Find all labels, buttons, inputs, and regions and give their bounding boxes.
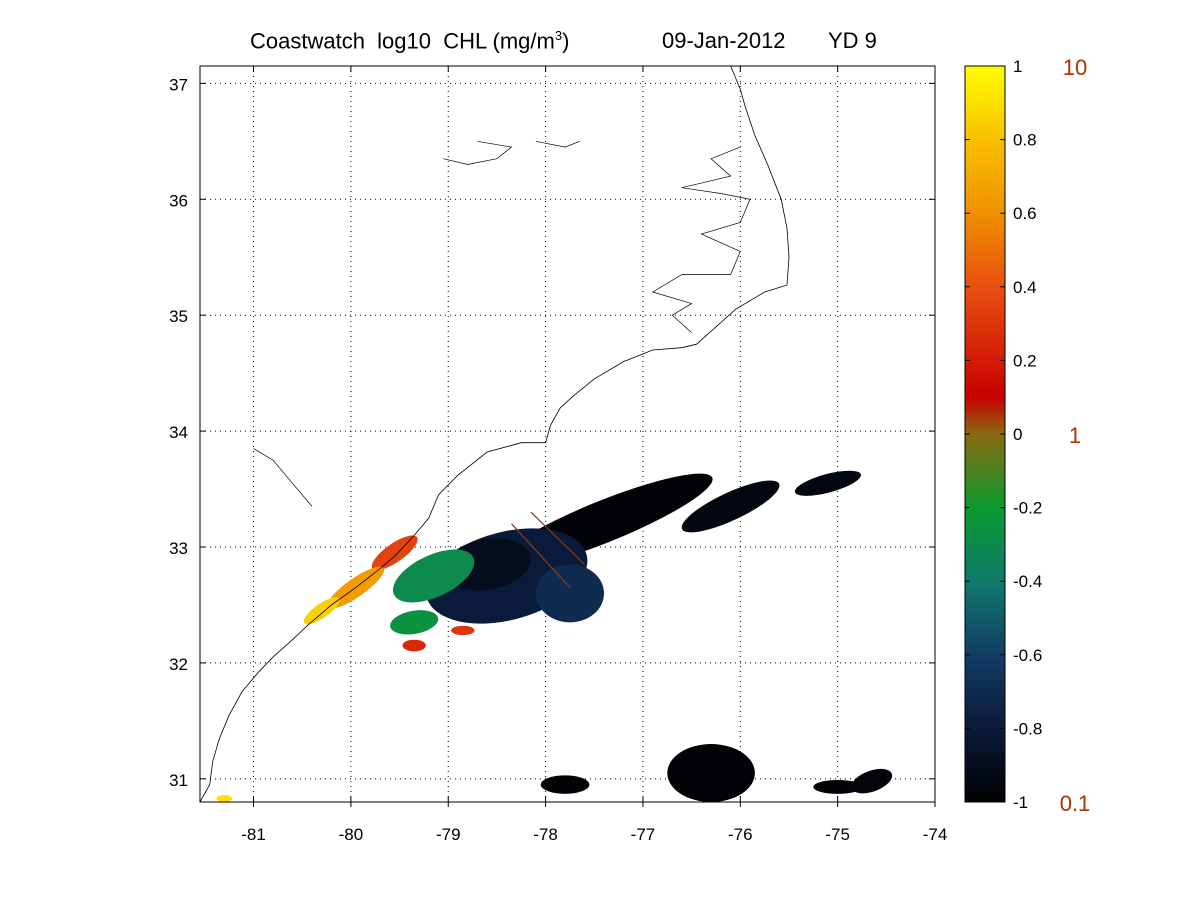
y-tick-label: 34 (169, 423, 188, 442)
colorbar-linear-label: 0.1 (1060, 791, 1091, 816)
colorbar: 1 0.8 0.6 0.4 0.2 0 -0.2 -0.4 -0.6 -0.8 -1 10 1 0.1 (964, 55, 1091, 816)
y-tick-label: 32 (169, 655, 188, 674)
sound-shoreline (651, 146, 751, 333)
y-tick-label: 33 (169, 539, 188, 558)
chl-patch (540, 775, 590, 794)
colorbar-tick-label: -0.8 (1013, 719, 1042, 738)
plot-area (200, 66, 935, 802)
colorbar-tick-label: 0.6 (1013, 204, 1037, 223)
chl-patch (402, 639, 426, 652)
colorbar-tick-label: 0.4 (1013, 278, 1037, 297)
colorbar-tick-label: -0.4 (1013, 572, 1042, 591)
x-tick-label: -76 (728, 825, 753, 844)
x-tick-label: -80 (339, 825, 364, 844)
satellite-track (511, 523, 571, 588)
y-tick-label: 36 (169, 191, 188, 210)
coastline (200, 66, 790, 802)
x-tick-label: -78 (533, 825, 558, 844)
inland-water-outline (253, 448, 313, 507)
title-date: 09-Jan-2012 (662, 28, 786, 53)
title-superscript: 3 (554, 28, 563, 43)
title-main-text: Coastwatch log10 CHL (mg/m (250, 28, 555, 54)
title-main: Coastwatch log10 CHL (mg/m3) (250, 28, 569, 54)
chl-patch (851, 768, 893, 794)
x-tick-label: -74 (923, 825, 948, 844)
colorbar-tick-label: 0.8 (1013, 131, 1037, 150)
axis-ticks: -81 -80 -79 -78 -77 -76 -75 -74 31 32 33 34 35 36 37 (169, 66, 947, 844)
colorbar-tick-label: 1 (1013, 57, 1022, 76)
colorbar-linear-label: 1 (1069, 423, 1081, 448)
chl-patch (451, 625, 475, 636)
chart-title: Coastwatch log10 CHL (mg/m3) 09-Jan-2012… (0, 28, 1200, 58)
chl-patch (681, 480, 780, 533)
y-tick-label: 35 (169, 307, 188, 326)
inland-water-outline (535, 140, 580, 148)
y-tick-label: 37 (169, 75, 188, 94)
chl-patch (794, 470, 861, 496)
colorbar-tick-label: -0.2 (1013, 499, 1042, 518)
colorbar-linear-label: 10 (1063, 55, 1087, 80)
x-tick-label: -77 (631, 825, 656, 844)
chl-patch (667, 744, 755, 802)
colorbar-tick-label: -1 (1013, 793, 1028, 812)
chl-patch (303, 597, 340, 625)
satellite-track (530, 511, 585, 565)
chl-patch (813, 779, 862, 794)
title-close-paren: ) (562, 28, 570, 54)
coastline-layer (200, 66, 790, 802)
plot-border (199, 65, 936, 803)
y-tick-label: 31 (169, 771, 188, 790)
colorbar-tick-label: 0.2 (1013, 351, 1037, 370)
chl-patch (216, 795, 233, 802)
chlorophyll-layer (216, 470, 893, 802)
chl-patch (392, 549, 475, 603)
colorbar-tick-label: 0 (1013, 425, 1022, 444)
x-tick-label: -75 (825, 825, 850, 844)
colorbar-tick-label: -0.6 (1013, 646, 1042, 665)
chl-patch (535, 564, 605, 623)
x-tick-label: -79 (436, 825, 461, 844)
chl-patch (390, 610, 439, 635)
x-tick-label: -81 (241, 825, 266, 844)
colorbar-gradient (964, 65, 1006, 803)
inland-water-outline (443, 140, 513, 165)
title-yearday: YD 9 (828, 28, 877, 53)
